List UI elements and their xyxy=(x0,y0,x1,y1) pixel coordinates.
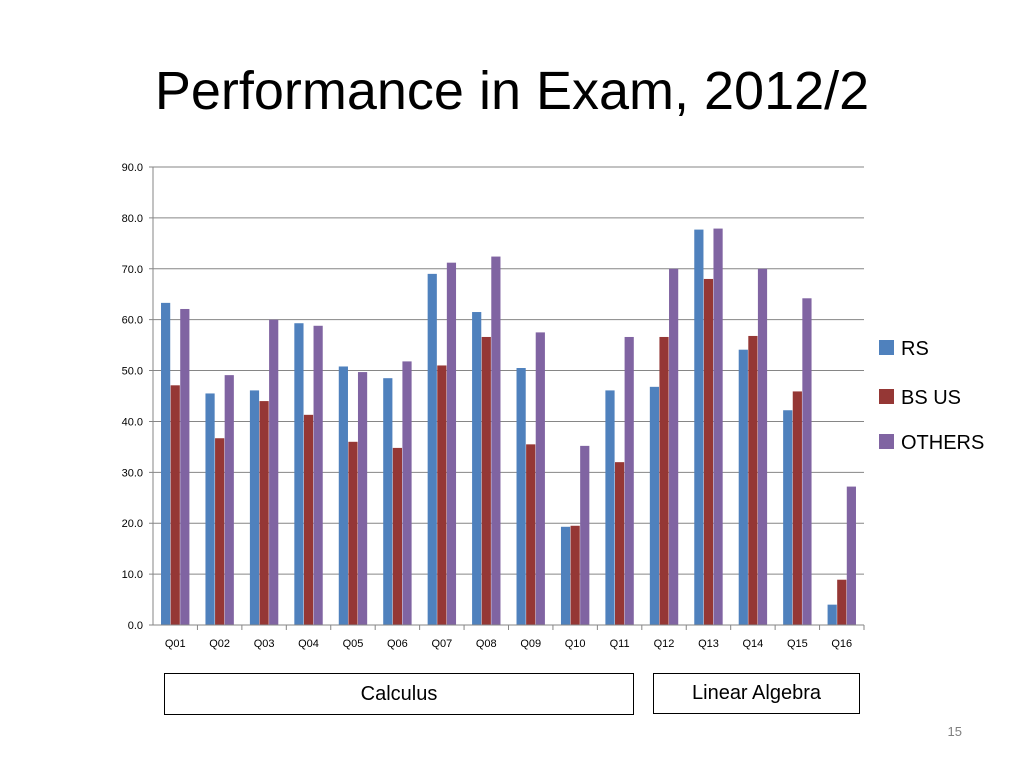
bar-rs-q08 xyxy=(472,312,482,625)
bar-bs-us-q08 xyxy=(481,336,491,625)
y-tick-label: 20.0 xyxy=(122,518,143,530)
x-tick-label: Q07 xyxy=(431,638,452,650)
bar-bs-us-q01 xyxy=(170,385,180,625)
x-tick-label: Q03 xyxy=(254,638,275,650)
bar-rs-q12 xyxy=(649,386,660,625)
legend-item-rs: RS xyxy=(879,338,929,360)
bar-rs-q11 xyxy=(605,390,615,625)
x-axis: Q01 Q02 Q03 Q04 Q05 Q06 Q07 Q08 Q09 Q10 Q11 Q12 Q13 Q… xyxy=(153,624,865,650)
bar-rs-q13 xyxy=(694,229,704,626)
slide-title: Performance in Exam, 2012/2 xyxy=(154,61,870,121)
x-tick-label: Q05 xyxy=(343,638,364,650)
bar-bs-us-q04 xyxy=(303,414,314,625)
x-tick-label: Q09 xyxy=(520,638,541,650)
bar-others-q07 xyxy=(446,262,457,625)
legend-label: OTHERS xyxy=(901,432,984,454)
bar-rs-q14 xyxy=(738,349,748,625)
bar-others-q03 xyxy=(269,319,279,625)
bar-others-q04 xyxy=(313,325,323,625)
y-tick-label: 70.0 xyxy=(122,264,143,276)
bar-others-q08 xyxy=(491,256,501,625)
x-tick-label: Q16 xyxy=(831,638,852,650)
y-tick-label: 50.0 xyxy=(122,366,143,378)
bar-others-q01 xyxy=(180,308,190,625)
legend-item-others: OTHERS xyxy=(879,432,984,454)
bar-rs-q09 xyxy=(516,368,526,625)
bar-bs-us-q12 xyxy=(659,336,669,625)
legend-swatch xyxy=(879,389,894,404)
legend-item-bs-us: BS US xyxy=(879,387,961,409)
bar-rs-q03 xyxy=(249,390,260,625)
x-tick-label: Q10 xyxy=(565,638,586,650)
bar-bs-us-q14 xyxy=(748,335,758,625)
bar-bs-us-q05 xyxy=(348,441,358,625)
legend-swatch xyxy=(879,340,894,355)
x-tick-label: Q15 xyxy=(787,638,808,650)
x-tick-label: Q08 xyxy=(476,638,497,650)
bar-others-q11 xyxy=(624,336,634,625)
bar-others-q02 xyxy=(224,375,234,625)
x-tick-label: Q11 xyxy=(610,638,630,650)
bar-others-q10 xyxy=(580,445,590,625)
bar-others-q12 xyxy=(669,268,679,625)
bar-bs-us-q11 xyxy=(614,462,625,625)
y-tick-label: 10.0 xyxy=(122,569,143,581)
y-tick-label: 90.0 xyxy=(122,162,143,174)
bar-bs-us-q15 xyxy=(792,391,802,625)
bar-bs-us-q13 xyxy=(703,278,714,625)
x-tick-label: Q02 xyxy=(209,638,230,650)
bar-others-q13 xyxy=(713,228,723,625)
bar-rs-q02 xyxy=(205,393,215,625)
y-axis: 0.0 10.0 20.0 30.0 40.0 50.0 60.0 70.0 80.0 90.0 xyxy=(122,162,154,632)
bar-bs-us-q09 xyxy=(526,444,536,625)
bar-rs-q15 xyxy=(783,410,793,625)
bar-bs-us-q10 xyxy=(570,525,580,625)
bar-others-q14 xyxy=(757,268,768,625)
bar-bs-us-q06 xyxy=(392,447,403,625)
legend-label: BS US xyxy=(901,387,961,409)
x-tick-label: Q14 xyxy=(743,638,764,650)
bar-bs-us-q02 xyxy=(215,438,225,625)
bar-others-q05 xyxy=(357,372,368,625)
bars xyxy=(161,228,856,626)
x-tick-label: Q06 xyxy=(387,638,408,650)
bar-bs-us-q07 xyxy=(437,365,447,625)
x-tick-label: Q13 xyxy=(698,638,719,650)
calculus-group-label: Calculus xyxy=(164,673,634,715)
bar-others-q16 xyxy=(846,486,856,625)
x-tick-label: Q04 xyxy=(298,638,319,650)
bar-others-q15 xyxy=(802,298,812,625)
x-tick-label: Q12 xyxy=(654,638,675,650)
bar-rs-q10 xyxy=(560,526,571,625)
y-tick-label: 80.0 xyxy=(122,213,143,225)
legend: RS BS US OTHERS xyxy=(879,338,984,454)
y-tick-label: 60.0 xyxy=(122,315,143,327)
linear-algebra-group-label: Linear Algebra xyxy=(653,673,860,714)
bar-rs-q16 xyxy=(827,604,837,625)
bar-rs-q05 xyxy=(338,366,348,625)
bar-rs-q06 xyxy=(383,378,393,625)
y-tick-label: 40.0 xyxy=(122,416,143,428)
legend-label: RS xyxy=(901,338,929,360)
y-tick-label: 0.0 xyxy=(128,620,143,632)
x-tick-label: Q01 xyxy=(165,638,186,650)
bar-others-q09 xyxy=(535,332,545,625)
bar-others-q06 xyxy=(402,361,412,625)
y-tick-label: 30.0 xyxy=(122,467,143,479)
bar-rs-q01 xyxy=(161,302,171,625)
legend-swatch xyxy=(879,434,894,449)
bar-rs-q04 xyxy=(294,323,304,625)
slide-number: 15 xyxy=(947,724,962,739)
bar-bs-us-q03 xyxy=(259,401,269,625)
bar-rs-q07 xyxy=(427,273,437,625)
bar-bs-us-q16 xyxy=(837,579,847,625)
